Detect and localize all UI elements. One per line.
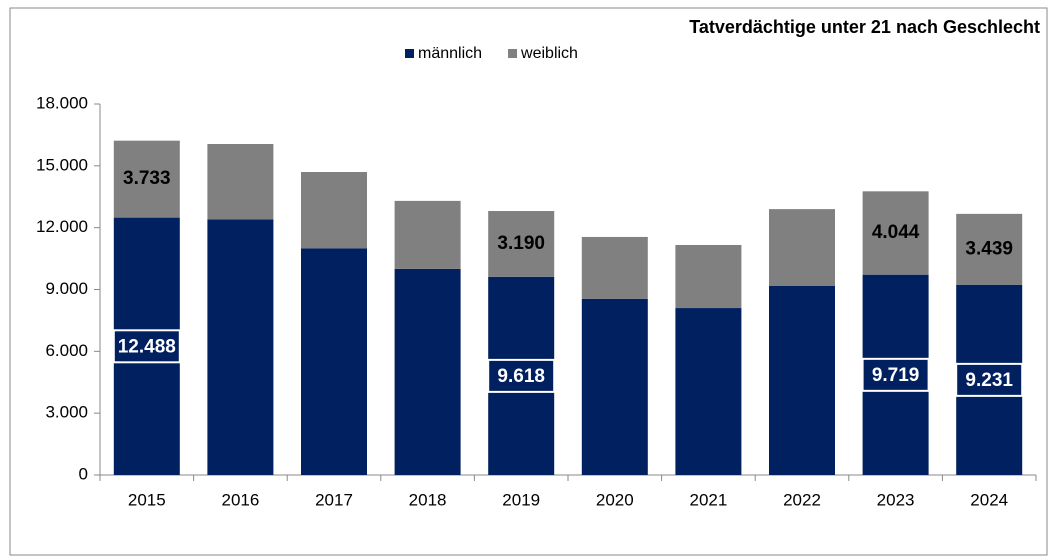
x-tick-label: 2023: [877, 490, 915, 509]
x-tick-label: 2019: [502, 490, 540, 509]
legend-label: weiblich: [520, 45, 578, 62]
value-label-box: [487, 358, 556, 393]
bar-segment: [113, 140, 180, 218]
y-tick-label: 18.000: [36, 93, 88, 112]
bar-segment: [207, 143, 274, 220]
bar-segment: [769, 209, 835, 286]
x-tick-label: 2021: [689, 490, 727, 509]
x-tick-label: 2017: [315, 490, 353, 509]
legend-label: männlich: [418, 45, 482, 62]
value-label: 9.618: [497, 366, 545, 387]
bar-segment: [581, 298, 648, 475]
value-label: 3.190: [497, 233, 545, 254]
bar-segment: [675, 244, 742, 309]
bar-segment: [207, 219, 274, 475]
y-tick-label: 9.000: [45, 279, 88, 298]
bar-segment: [581, 236, 648, 299]
bar-segment: [394, 200, 461, 269]
legend-swatch: [508, 49, 518, 58]
value-label-box: [955, 362, 1024, 397]
value-label: 3.733: [123, 168, 171, 189]
y-tick-label: 12.000: [36, 217, 88, 236]
y-tick-label: 3.000: [45, 403, 88, 422]
bar-segment: [301, 248, 367, 475]
value-label-box: [112, 329, 181, 364]
x-tick-label: 2015: [128, 490, 166, 509]
bar-segment: [862, 191, 929, 275]
x-tick-label: 2024: [970, 490, 1008, 509]
bar-segment: [301, 172, 367, 249]
y-tick-label: 6.000: [45, 341, 88, 360]
bar-segment: [394, 268, 461, 475]
bar-segment: [488, 211, 555, 277]
value-label: 3.439: [965, 238, 1013, 259]
x-tick-label: 2018: [409, 490, 447, 509]
chart-title: Tatverdächtige unter 21 nach Geschlecht: [689, 17, 1040, 37]
bar-segment: [956, 213, 1023, 285]
x-tick-label: 2020: [596, 490, 634, 509]
value-label-box: [861, 357, 930, 392]
x-tick-label: 2016: [221, 490, 259, 509]
bar-segment: [675, 308, 742, 475]
value-label: 9.231: [965, 370, 1013, 391]
x-tick-label: 2022: [783, 490, 821, 509]
legend-swatch: [405, 49, 414, 58]
y-tick-label: 15.000: [36, 155, 88, 174]
value-label: 9.719: [872, 365, 920, 386]
value-label: 4.044: [872, 222, 920, 243]
value-label: 12.488: [118, 336, 176, 357]
y-tick-label: 0: [79, 464, 88, 483]
bar-segment: [769, 285, 835, 475]
